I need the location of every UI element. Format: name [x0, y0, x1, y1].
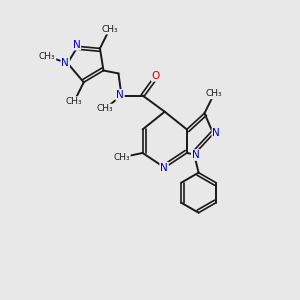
Text: CH₃: CH₃ — [206, 89, 222, 98]
Text: N: N — [61, 58, 69, 68]
Text: CH₃: CH₃ — [39, 52, 56, 61]
Text: N: N — [116, 90, 124, 100]
Text: CH₃: CH₃ — [101, 25, 118, 34]
Text: N: N — [160, 163, 168, 173]
Text: CH₃: CH₃ — [96, 104, 113, 113]
Text: N: N — [192, 150, 200, 160]
Text: N: N — [73, 40, 80, 50]
Text: CH₃: CH₃ — [66, 97, 83, 106]
Text: N: N — [212, 128, 220, 138]
Text: CH₃: CH₃ — [113, 153, 130, 162]
Text: O: O — [152, 71, 160, 81]
